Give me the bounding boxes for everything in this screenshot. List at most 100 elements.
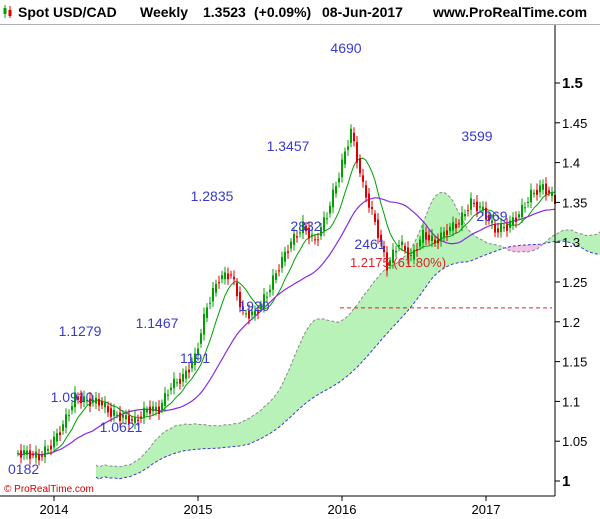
candle-body [488,214,490,222]
candle-body [398,244,400,247]
candle-body [524,207,526,209]
candle-body [257,311,259,314]
candle-body [389,260,391,267]
candle-body [92,399,94,403]
candle-body [50,445,52,450]
candle-body [218,282,220,284]
candle-body [101,400,103,406]
price-change: (+0.09%) [254,4,312,20]
cloud-bullish [543,229,600,255]
candle-body [518,214,520,218]
candle-body [251,311,253,316]
candle-body [437,239,439,244]
candle-layer [17,124,556,466]
candle-body [245,313,247,315]
swing-point-label: 3599 [461,128,492,144]
x-axis: 2014 2015 2016 2017 [40,496,500,517]
candle-body [386,252,388,271]
y-tick-label: 1.4 [562,156,580,171]
swing-point-label: 1.0910 [51,389,94,405]
candle-body [203,314,205,335]
y-tick-label: 1.3 [562,235,580,250]
candle-body [62,424,64,431]
candle-body [56,433,58,442]
candle-body [434,239,436,244]
candle-body [497,228,499,233]
candle-body [188,369,190,373]
candle-body [83,396,85,402]
candle-body [401,241,403,245]
candle-body [323,217,325,231]
candle-body [17,453,19,455]
candle-body [176,382,178,384]
candle-body [296,236,298,238]
candle-body [164,393,166,407]
swing-point-label: 2461 [354,236,385,252]
candle-body [404,246,406,251]
candle-body [308,227,310,239]
candle-body [161,402,163,410]
candle-body [350,128,352,143]
candle-body [35,451,37,458]
candle-body [230,274,232,276]
candle-body [329,205,331,214]
y-tick-label: 1 [562,473,570,490]
x-tick-label: 2014 [40,502,69,517]
candle-body [290,241,292,249]
candle-body [221,275,223,280]
candle-body [278,270,280,272]
candle-body [68,415,70,417]
candle-body [548,190,550,193]
candle-body [512,217,514,226]
candle-body [455,223,457,229]
candle-body [86,400,88,402]
candle-body [26,450,28,455]
candle-body [224,272,226,280]
candle-body [137,419,139,422]
candle-body [170,387,172,391]
candle-body [353,132,355,142]
candle-body [20,450,22,458]
candle-body [215,283,217,293]
candle-body [341,159,343,177]
candle-body [536,189,538,195]
candle-body [332,189,334,208]
candle-body [38,454,40,461]
candle-body [503,226,505,229]
swing-point-label: 1191 [180,350,210,366]
candle-body [539,185,541,193]
instrument-title: Spot USD/CAD [18,4,117,20]
candle-body [155,406,157,411]
candle-body [80,396,82,404]
swing-point-label: 1.1279 [59,323,102,339]
candle-body [77,396,79,400]
candle-body [143,407,145,419]
candle-body [284,251,286,262]
candlestick-icon [3,4,12,19]
candle-body [149,406,151,414]
candle-body [551,192,553,197]
candle-body [107,406,109,413]
timeframe-label: Weekly [140,4,188,20]
candle-body [419,239,421,247]
candle-body [500,223,502,232]
candle-body [119,412,121,422]
candle-body [320,227,322,236]
candle-body [122,414,124,418]
candle-body [410,254,412,257]
y-tick-label: 1.25 [562,275,587,290]
fib-label: 1.2175 (61.80%) [350,255,446,270]
candle-body [179,378,181,384]
candle-body [392,249,394,263]
candle-body [212,287,214,302]
y-tick-label: 1.05 [562,434,587,449]
site-url[interactable]: www.ProRealTime.com [433,4,588,20]
candle-body [125,415,127,420]
candle-body [65,414,67,428]
candle-body [248,311,250,319]
candle-body [374,213,376,222]
swing-point-label: 1.1467 [136,315,179,331]
candle-body [95,397,97,404]
annotation-layer: 0182 1.0910 1.1279 1.0621 1.1467 1191 1.2835 19… [8,40,508,477]
